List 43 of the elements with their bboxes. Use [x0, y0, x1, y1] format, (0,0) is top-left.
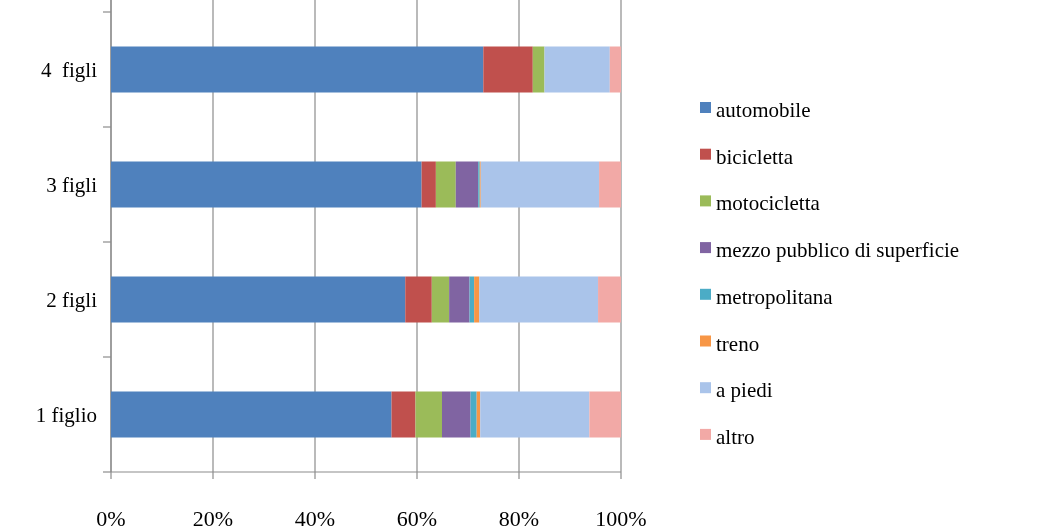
bar	[609, 46, 621, 93]
legend-label: a piedi	[716, 378, 773, 403]
legend-label: metropolitana	[716, 284, 834, 309]
bar	[431, 276, 450, 323]
bar	[441, 391, 471, 438]
bar	[479, 276, 599, 323]
bar	[421, 161, 436, 208]
x-tick-label: 40%	[294, 506, 336, 529]
x-tick-label: 0%	[96, 506, 126, 529]
legend-label: altro	[716, 424, 755, 449]
bar	[111, 276, 406, 323]
bar	[483, 46, 533, 93]
bar	[532, 46, 545, 93]
y-tick-label: 1 figlio	[35, 402, 97, 427]
bar	[455, 161, 479, 208]
bar	[589, 391, 621, 438]
x-tick-label: 80%	[498, 506, 540, 529]
bar	[111, 161, 422, 208]
legend-label: mezzo pubblico di superficie	[716, 238, 960, 263]
legend-label: treno	[716, 331, 760, 356]
x-tick-label: 100%	[595, 506, 647, 529]
bar	[435, 161, 456, 208]
bar	[415, 391, 442, 438]
x-tick-label: 60%	[396, 506, 438, 529]
legend-label: motocicletta	[716, 191, 821, 216]
legend-label: automobile	[716, 98, 811, 122]
bar	[111, 46, 484, 93]
bar	[470, 391, 477, 438]
y-tick-label: 3 figli	[46, 172, 98, 197]
bar	[480, 161, 600, 208]
bar	[599, 161, 621, 208]
x-tick-label: 20%	[192, 506, 234, 529]
bar	[405, 276, 432, 323]
bar	[480, 391, 590, 438]
y-tick-label: 2 figli	[46, 287, 98, 312]
bar	[391, 391, 416, 438]
bar	[544, 46, 610, 93]
bar	[449, 276, 470, 323]
bar	[598, 276, 621, 323]
legend-label: bicicletta	[716, 144, 794, 169]
bar	[111, 391, 392, 438]
y-tick-label: 4 figli	[41, 57, 98, 82]
bar	[474, 276, 480, 323]
